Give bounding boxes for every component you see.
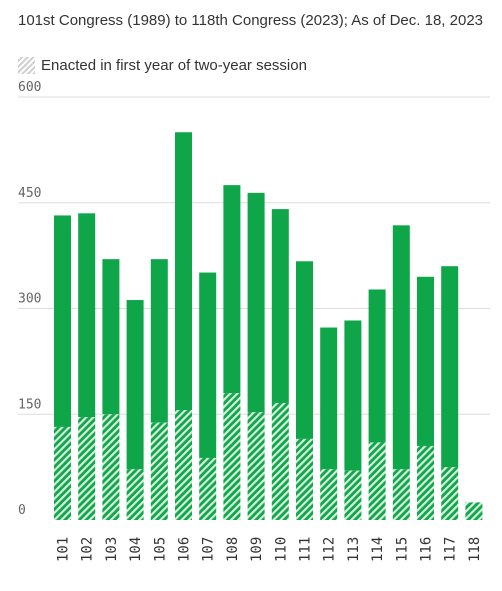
x-tick-label: 114 bbox=[370, 537, 386, 562]
x-tick-label: 118 bbox=[467, 537, 483, 562]
bar-second-year-101 bbox=[54, 215, 71, 427]
bar-first-year-113 bbox=[344, 470, 362, 520]
bar-first-year-108 bbox=[223, 393, 241, 520]
x-tick-label: 103 bbox=[104, 537, 120, 562]
y-tick-label: 150 bbox=[18, 397, 41, 412]
x-tick-label: 111 bbox=[298, 537, 314, 562]
x-tick-label: 107 bbox=[201, 537, 217, 562]
bar-first-year-110 bbox=[271, 402, 289, 520]
x-tick-label: 109 bbox=[249, 537, 265, 562]
bar-first-year-116 bbox=[417, 445, 434, 520]
bar-first-year-105 bbox=[150, 422, 168, 520]
y-tick-label: 600 bbox=[18, 80, 41, 95]
x-tick-label: 108 bbox=[225, 537, 241, 562]
x-tick-label: 106 bbox=[177, 537, 193, 562]
bar-first-year-118 bbox=[465, 502, 483, 520]
x-tick-label: 116 bbox=[419, 537, 435, 562]
bar-second-year-114 bbox=[368, 289, 386, 443]
bar-first-year-104 bbox=[126, 469, 144, 520]
bar-first-year-109 bbox=[247, 412, 265, 520]
bar-second-year-112 bbox=[320, 327, 338, 470]
bar-second-year-113 bbox=[344, 320, 362, 471]
bar-first-year-106 bbox=[175, 410, 192, 520]
chart-subtitle: 101st Congress (1989) to 118th Congress … bbox=[18, 12, 483, 29]
bar-first-year-102 bbox=[78, 417, 96, 520]
bar-first-year-114 bbox=[368, 442, 386, 520]
bar-second-year-110 bbox=[271, 209, 289, 403]
bar-first-year-107 bbox=[199, 457, 217, 520]
bar-second-year-115 bbox=[392, 225, 410, 470]
bar-second-year-105 bbox=[150, 259, 168, 423]
bar-second-year-107 bbox=[199, 272, 217, 458]
bar-first-year-112 bbox=[320, 469, 338, 520]
bar-first-year-115 bbox=[392, 469, 410, 520]
y-tick-label: 450 bbox=[18, 186, 41, 201]
x-tick-label: 112 bbox=[322, 537, 338, 562]
bar-second-year-117 bbox=[441, 266, 459, 468]
legend: Enacted in first year of two-year sessio… bbox=[18, 57, 307, 74]
x-tick-label: 117 bbox=[443, 537, 459, 562]
bar-second-year-103 bbox=[102, 259, 120, 415]
bar-first-year-101 bbox=[54, 426, 71, 520]
bar-second-year-111 bbox=[296, 261, 313, 439]
legend-hatch-swatch bbox=[18, 57, 35, 74]
bar-second-year-106 bbox=[175, 132, 192, 411]
x-tick-label: 102 bbox=[80, 537, 96, 562]
bar-second-year-108 bbox=[223, 185, 241, 394]
bar-second-year-102 bbox=[78, 213, 96, 418]
x-tick-label: 115 bbox=[394, 537, 410, 562]
bar-first-year-117 bbox=[441, 467, 459, 520]
bar-first-year-103 bbox=[102, 414, 120, 520]
bar-second-year-116 bbox=[417, 276, 434, 446]
bar-first-year-111 bbox=[296, 438, 313, 520]
y-tick-label: 0 bbox=[18, 503, 26, 518]
x-tick-label: 110 bbox=[273, 537, 289, 562]
x-tick-label: 101 bbox=[56, 537, 72, 562]
bar-second-year-109 bbox=[247, 192, 265, 413]
y-tick-label: 300 bbox=[18, 292, 41, 307]
bar-second-year-104 bbox=[126, 300, 144, 470]
x-tick-label: 113 bbox=[346, 537, 362, 562]
x-tick-label: 104 bbox=[128, 537, 144, 562]
legend-label: Enacted in first year of two-year sessio… bbox=[41, 57, 307, 74]
x-tick-label: 105 bbox=[152, 537, 168, 562]
